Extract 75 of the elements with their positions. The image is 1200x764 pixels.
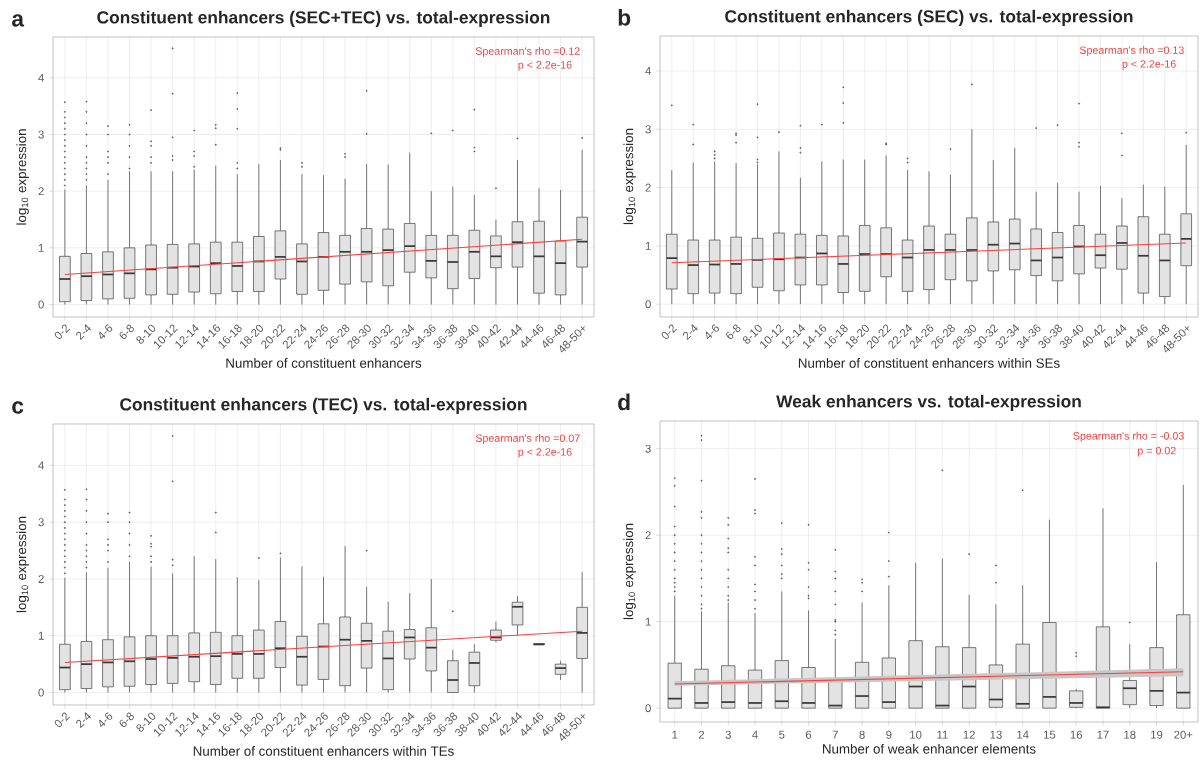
text: b xyxy=(618,9,631,26)
x-tick-label: 4 xyxy=(752,730,758,739)
x-tick-label: 1 xyxy=(672,730,678,739)
y-tick-label: 1 xyxy=(645,241,651,250)
x-tick-label: 12 xyxy=(963,730,975,739)
x-axis-title: Number of weak enhancer elements xyxy=(823,743,1036,754)
y-tick-label: 0 xyxy=(38,688,44,697)
x-tick-label: 4-6 xyxy=(99,324,113,340)
y-axis-title: log$_{10}$ expression xyxy=(16,129,29,225)
annotation: Spearman's rho =0.13 xyxy=(1079,46,1184,57)
y-tick-label: 1 xyxy=(38,631,44,640)
annotation: Spearman's rho = -0.03 xyxy=(1073,431,1184,442)
x-tick-label: 2-4 xyxy=(683,324,698,341)
x-tick-label: 0-2 xyxy=(54,712,71,728)
chart-title: Constituent enhancers (SEC) vs. total-expression xyxy=(725,9,1133,26)
y-tick-label: 0 xyxy=(38,300,44,309)
y-tick-label: 2 xyxy=(645,183,651,192)
x-tick-label: 9 xyxy=(886,730,892,739)
x-axis-title: Number of constituent enhancers within SEs xyxy=(798,358,1060,368)
y-tick-label: 4 xyxy=(38,73,44,82)
chart-title: Weak enhancers vs. total-expression xyxy=(776,394,1081,411)
x-tick-label: 10 xyxy=(910,730,922,739)
annotation: p < 2.2e-16 xyxy=(518,448,572,458)
x-axis-title: Number of constituent enhancers xyxy=(226,358,422,368)
x-tick-label: 5 xyxy=(779,730,785,739)
x-tick-label: 4-6 xyxy=(705,324,719,340)
y-axis-title: log$_{10}$ expression xyxy=(623,523,636,620)
x-tick-label: 17 xyxy=(1097,730,1109,739)
x-tick-label: 2-4 xyxy=(76,712,92,729)
x-tick-label: 4-6 xyxy=(99,712,113,728)
y-tick-label: 1 xyxy=(38,243,44,252)
annotation: p < 2.2e-16 xyxy=(1122,60,1176,70)
y-tick-label: 2 xyxy=(38,575,44,583)
x-tick-label: 6-8 xyxy=(726,324,741,339)
x-tick-label: 15 xyxy=(1044,730,1056,739)
text: a xyxy=(12,14,25,27)
y-tick-label: 4 xyxy=(38,461,44,470)
y-axis-title: log$_{10}$ expression xyxy=(623,128,636,225)
annotation: Spearman's rho =0.12 xyxy=(475,47,580,58)
y-tick-label: 1 xyxy=(645,617,651,626)
x-tick-label: 18 xyxy=(1124,730,1136,739)
x-tick-label: 8 xyxy=(859,730,865,739)
y-tick-label: 2 xyxy=(38,187,44,196)
x-tick-label: 6-8 xyxy=(119,712,134,727)
text: c xyxy=(12,401,24,414)
x-tick-label: 6-8 xyxy=(119,324,134,339)
text: d xyxy=(618,393,630,411)
x-tick-label: 7 xyxy=(832,730,838,739)
x-tick-label: 0-2 xyxy=(54,324,71,340)
y-tick-label: 0 xyxy=(645,704,651,713)
x-tick-label: 2 xyxy=(698,730,705,739)
x-tick-label: 19 xyxy=(1151,730,1163,739)
x-axis-title: Number of constituent enhancers within TEs xyxy=(193,746,454,756)
x-tick-label: 11 xyxy=(937,730,948,739)
chart-title: Constituent enhancers (TEC) vs. total-expression xyxy=(120,397,527,414)
y-axis-title: log$_{10}$ expression xyxy=(16,516,29,613)
x-tick-label: 2-4 xyxy=(76,324,92,341)
x-tick-label: 13 xyxy=(990,730,1002,739)
y-tick-label: 3 xyxy=(645,444,651,453)
x-tick-label: 3 xyxy=(725,730,731,739)
y-tick-label: 0 xyxy=(645,300,651,309)
x-tick-label: 0-2 xyxy=(661,324,677,340)
x-tick-label: 16 xyxy=(1070,730,1083,739)
y-tick-label: 3 xyxy=(38,518,44,527)
annotation: Spearman's rho =0.07 xyxy=(475,434,580,445)
y-tick-label: 4 xyxy=(645,67,651,75)
x-tick-label: 6 xyxy=(805,730,812,739)
x-tick-label: 14 xyxy=(1017,730,1029,739)
y-tick-label: 3 xyxy=(38,130,44,139)
y-tick-label: 2 xyxy=(645,531,651,540)
annotation: p < 2.2e-16 xyxy=(518,61,572,71)
y-tick-label: 3 xyxy=(645,125,651,134)
chart-title: Constituent enhancers (SEC+TEC) vs. total-expression xyxy=(97,10,550,27)
x-tick-label: 20+ xyxy=(1174,730,1193,739)
annotation: p = 0.02 xyxy=(1138,446,1176,457)
